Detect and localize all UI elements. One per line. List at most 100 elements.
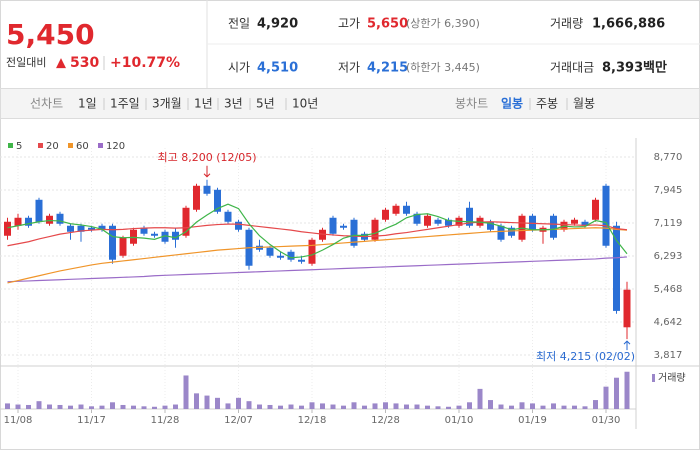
volume-bar [215, 397, 220, 409]
volume-bar [257, 404, 262, 409]
y-tick-label: 6,293 [654, 251, 683, 262]
info-label: 저가 [338, 61, 360, 75]
range-button[interactable]: 1일 [78, 97, 97, 111]
legend-label: 5 [16, 141, 22, 152]
volume-bar [467, 402, 472, 409]
legend-label: 120 [106, 141, 125, 152]
legend-label: 20 [46, 141, 59, 152]
volume-bar [456, 405, 462, 409]
volume-bar [530, 403, 535, 409]
candle-body [277, 255, 284, 258]
x-tick-label: 12/28 [371, 415, 400, 426]
volume-bar [15, 404, 21, 409]
candle-body [266, 247, 274, 256]
y-tick-label: 4,642 [654, 317, 683, 328]
candle-body [25, 217, 32, 226]
candle-body [298, 259, 305, 262]
volume-bar [236, 397, 241, 409]
ma-line [7, 203, 628, 259]
volume-bar [320, 403, 325, 409]
ma-line [7, 221, 628, 247]
info-value: 4,920 [257, 17, 298, 32]
candle-body [88, 227, 95, 230]
candle-body [14, 217, 22, 226]
range-button[interactable]: 1주일 [110, 97, 140, 111]
candle-body [424, 215, 431, 226]
candle-body [4, 221, 11, 236]
y-tick-label: 8,770 [654, 152, 683, 163]
candle-body [161, 231, 169, 242]
candle-body [392, 205, 400, 214]
info-note: (상한가 6,390) [406, 17, 480, 30]
info-label: 거래량 [550, 17, 583, 31]
candle-body [56, 213, 64, 224]
range-button[interactable]: 1년 [194, 97, 213, 111]
candle-body [67, 225, 74, 232]
volume-bar [383, 402, 388, 409]
volume-bar [5, 403, 10, 409]
volume-bar [278, 405, 283, 409]
change-label: 전일대비 [6, 55, 46, 69]
legend-swatch [68, 143, 73, 148]
info-value: 5,650 [367, 17, 408, 32]
ma-line [7, 256, 628, 283]
candle-body [172, 231, 179, 240]
x-tick-label: 01/30 [592, 415, 621, 426]
volume-bar [362, 405, 367, 409]
annotation-arrow [203, 165, 211, 178]
period-button[interactable]: 월봉 [573, 97, 595, 111]
candle-body [581, 221, 589, 226]
x-tick-label: 11/28 [151, 415, 180, 426]
info-value: 4,510 [257, 61, 298, 76]
range-button[interactable]: 3개월 [152, 97, 182, 111]
range-button[interactable]: 5년 [256, 97, 275, 111]
range-button[interactable]: 10년 [292, 97, 318, 111]
candle-body [413, 213, 421, 224]
volume-bar [110, 402, 115, 409]
volume-bar [624, 371, 630, 409]
volume-bar [225, 403, 231, 409]
annotation: 최고 8,200 (12/05) [157, 151, 256, 164]
volume-bar [603, 386, 609, 409]
y-tick-label: 3,817 [654, 350, 683, 361]
candle-body [151, 233, 158, 236]
period-button[interactable]: 주봉 [536, 97, 558, 111]
candle-body [592, 199, 599, 220]
volume-bar [551, 403, 556, 409]
x-tick-label: 11/08 [4, 415, 33, 426]
y-tick-label: 7,119 [654, 218, 683, 229]
candle-body [497, 225, 505, 240]
candle-body [350, 219, 358, 246]
volume-bar [446, 406, 451, 409]
current-price: 5,450 [6, 18, 95, 51]
candle-body [308, 239, 316, 264]
volume-bar [120, 404, 126, 409]
y-tick-label: 7,945 [654, 185, 683, 196]
toolbar-label: 봉차트 [455, 97, 488, 111]
candle-body [434, 219, 442, 224]
volume-bar [498, 404, 504, 409]
info-label: 거래대금 [550, 61, 594, 75]
candle-body [340, 225, 347, 228]
volume-bar [372, 403, 378, 409]
x-tick-label: 11/17 [77, 415, 106, 426]
volume-bar [404, 404, 409, 409]
volume-bar [141, 406, 147, 409]
candle-body [193, 185, 200, 210]
volume-bar [488, 400, 493, 409]
y-tick-label: 5,468 [654, 284, 683, 295]
range-button[interactable]: 3년 [224, 97, 243, 111]
candle-body [623, 289, 631, 328]
change-rate: +10.77% [110, 55, 180, 71]
candle-body [235, 221, 242, 230]
annotation: 최저 4,215 (02/02) [536, 350, 635, 363]
volume-bar [593, 400, 598, 409]
info-value: 1,666,886 [592, 17, 665, 32]
volume-bar [393, 403, 399, 409]
period-button[interactable]: 일봉 [501, 97, 523, 111]
info-label: 시가 [228, 61, 250, 75]
volume-bar [614, 377, 619, 409]
volume-bar [131, 405, 136, 409]
volume-bar [582, 406, 588, 409]
volume-bar [173, 404, 178, 409]
